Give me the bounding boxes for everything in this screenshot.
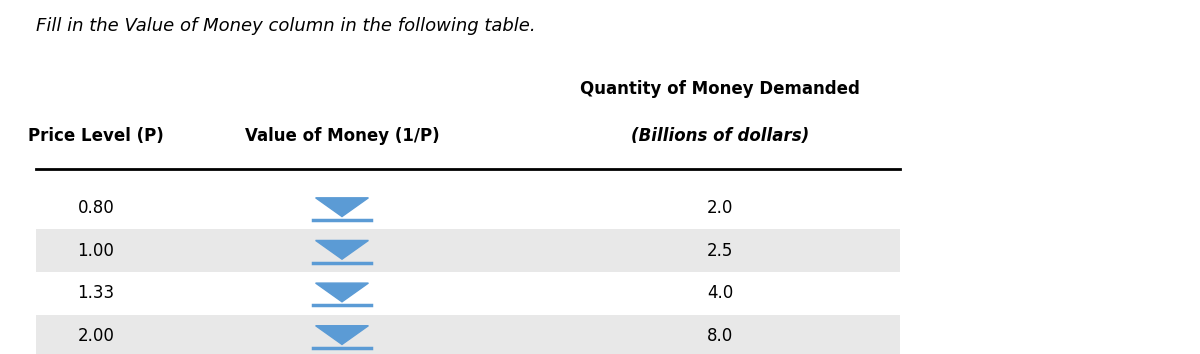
Text: Value of Money (1/P): Value of Money (1/P) xyxy=(245,127,439,145)
Polygon shape xyxy=(316,326,368,344)
Text: 1.00: 1.00 xyxy=(78,242,114,260)
Polygon shape xyxy=(316,240,368,259)
Text: (Billions of dollars): (Billions of dollars) xyxy=(631,127,809,145)
Text: Price Level (P): Price Level (P) xyxy=(28,127,164,145)
Polygon shape xyxy=(316,283,368,302)
Text: 2.5: 2.5 xyxy=(707,242,733,260)
Bar xyxy=(36,229,900,272)
Polygon shape xyxy=(316,198,368,217)
Text: 1.33: 1.33 xyxy=(78,284,114,302)
Text: 2.00: 2.00 xyxy=(78,327,114,345)
Text: 4.0: 4.0 xyxy=(707,284,733,302)
Text: Quantity of Money Demanded: Quantity of Money Demanded xyxy=(580,80,860,98)
Bar xyxy=(36,315,900,354)
Text: 8.0: 8.0 xyxy=(707,327,733,345)
Text: 0.80: 0.80 xyxy=(78,199,114,217)
Text: 2.0: 2.0 xyxy=(707,199,733,217)
Text: Fill in the Value of Money column in the following table.: Fill in the Value of Money column in the… xyxy=(36,17,535,35)
